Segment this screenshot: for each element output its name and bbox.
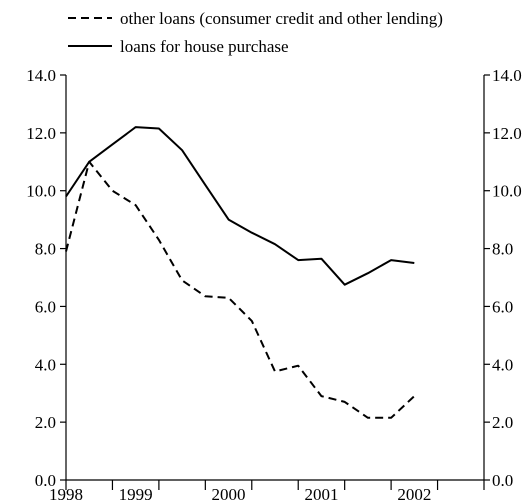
y-tick-label-left: 10.0: [26, 182, 56, 201]
chart-series: [65, 126, 415, 419]
y-tick-label-right: 6.0: [492, 297, 513, 316]
x-tick-label: 1999: [119, 485, 153, 502]
y-tick-label-left: 6.0: [35, 297, 56, 316]
y-tick-label-right: 10.0: [492, 182, 522, 201]
chart-axes: 0.0 0.0 2.0 2.0 4.0 4.0 6.0 6.0 8.0 8.0 10.0 10.0 12…: [26, 66, 522, 502]
legend: other loans (consumer credit and other l…: [68, 9, 443, 56]
y-tick-label-left: 2.0: [35, 413, 56, 432]
legend-label-house-purchase: loans for house purchase: [120, 37, 289, 56]
legend-label-other-loans: other loans (consumer credit and other l…: [120, 9, 443, 28]
y-tick-label-right: 14.0: [492, 66, 522, 85]
y-tick-label-left: 8.0: [35, 240, 56, 259]
y-tick-label-right: 12.0: [492, 124, 522, 143]
y-tick-label-left: 12.0: [26, 124, 56, 143]
series-line-house-purchase: [65, 126, 415, 286]
y-tick-label-right: 2.0: [492, 413, 513, 432]
series-line-other-loans: [65, 160, 415, 419]
y-tick-label-right: 8.0: [492, 240, 513, 259]
x-tick-label: 1998: [49, 485, 83, 502]
y-tick-label-left: 0.0: [35, 471, 56, 490]
x-tick-label: 2000: [212, 485, 246, 502]
y-tick-label-left: 14.0: [26, 66, 56, 85]
y-tick-label-right: 4.0: [492, 355, 513, 374]
y-tick-label-right: 0.0: [492, 471, 513, 490]
x-tick-label: 2002: [397, 485, 431, 502]
y-tick-label-left: 4.0: [35, 355, 56, 374]
x-tick-label: 2001: [304, 485, 338, 502]
